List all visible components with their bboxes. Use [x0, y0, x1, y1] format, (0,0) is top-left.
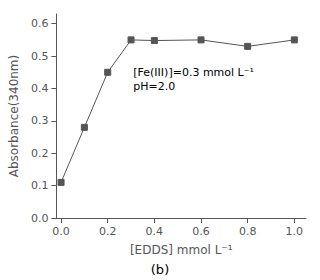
svg-text:[EDDS] mmol L⁻¹: [EDDS] mmol L⁻¹ — [130, 243, 233, 257]
svg-text:0.8: 0.8 — [239, 225, 256, 238]
svg-text:(b): (b) — [151, 262, 169, 277]
svg-text:0.1: 0.1 — [31, 179, 49, 192]
svg-text:0.2: 0.2 — [31, 147, 49, 160]
svg-text:0.4: 0.4 — [146, 225, 164, 238]
svg-text:0.3: 0.3 — [31, 114, 49, 127]
svg-text:1.0: 1.0 — [286, 225, 304, 238]
svg-text:0.0: 0.0 — [52, 225, 70, 238]
svg-text:pH=2.0: pH=2.0 — [133, 80, 175, 93]
svg-text:0.4: 0.4 — [31, 82, 49, 95]
svg-text:0.0: 0.0 — [31, 212, 49, 225]
svg-text:0.6: 0.6 — [31, 17, 49, 30]
svg-text:[Fe(III)]=0.3 mmol L⁻¹: [Fe(III)]=0.3 mmol L⁻¹ — [133, 66, 254, 79]
svg-text:Absorbance(340nm): Absorbance(340nm) — [7, 55, 21, 177]
svg-text:0.2: 0.2 — [99, 225, 117, 238]
svg-text:0.6: 0.6 — [192, 225, 210, 238]
svg-text:0.5: 0.5 — [31, 50, 49, 63]
